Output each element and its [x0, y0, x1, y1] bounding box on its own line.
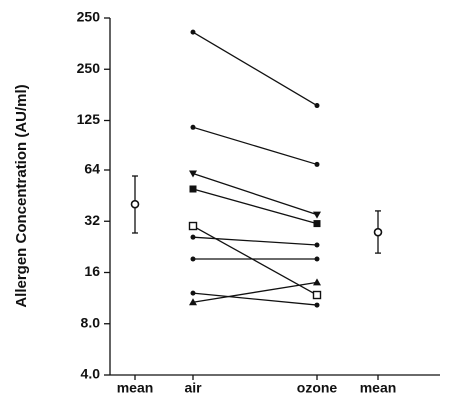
y-tick-label: 64	[84, 161, 100, 177]
marker	[190, 29, 196, 35]
y-tick-label: 16	[84, 263, 100, 279]
marker	[190, 234, 196, 240]
y-tick-label: 250	[77, 60, 101, 76]
marker	[190, 256, 196, 262]
x-tick-label: mean	[360, 380, 397, 396]
marker	[189, 185, 197, 193]
series-line	[192, 292, 318, 306]
x-tick-label: mean	[117, 380, 154, 396]
y-tick-label: 8.0	[81, 314, 101, 330]
series-line	[192, 172, 318, 216]
series-line	[192, 225, 318, 296]
y-axis-label: Allergen Concentration (AU/ml)	[13, 84, 30, 307]
marker	[314, 103, 320, 109]
series-line	[192, 236, 318, 246]
x-tick-label: air	[184, 380, 202, 396]
y-tick-label: 125	[77, 111, 101, 127]
series-line	[192, 281, 318, 303]
marker	[189, 170, 197, 178]
y-tick-label: 32	[84, 212, 100, 228]
marker	[312, 290, 322, 300]
series-line	[192, 188, 318, 225]
marker	[190, 290, 196, 296]
series-line	[192, 126, 318, 166]
marker	[313, 220, 321, 228]
marker	[313, 278, 321, 286]
marker	[314, 161, 320, 167]
marker	[373, 227, 383, 237]
y-tick-label: 250	[77, 9, 101, 25]
x-tick-label: ozone	[297, 380, 338, 396]
series-line	[192, 31, 318, 107]
marker	[313, 211, 321, 219]
marker	[188, 221, 198, 231]
marker	[314, 302, 320, 308]
y-tick-label: 4.0	[81, 366, 101, 382]
marker	[190, 124, 196, 130]
marker	[130, 199, 140, 209]
marker	[189, 298, 197, 306]
marker	[314, 242, 320, 248]
marker	[314, 256, 320, 262]
